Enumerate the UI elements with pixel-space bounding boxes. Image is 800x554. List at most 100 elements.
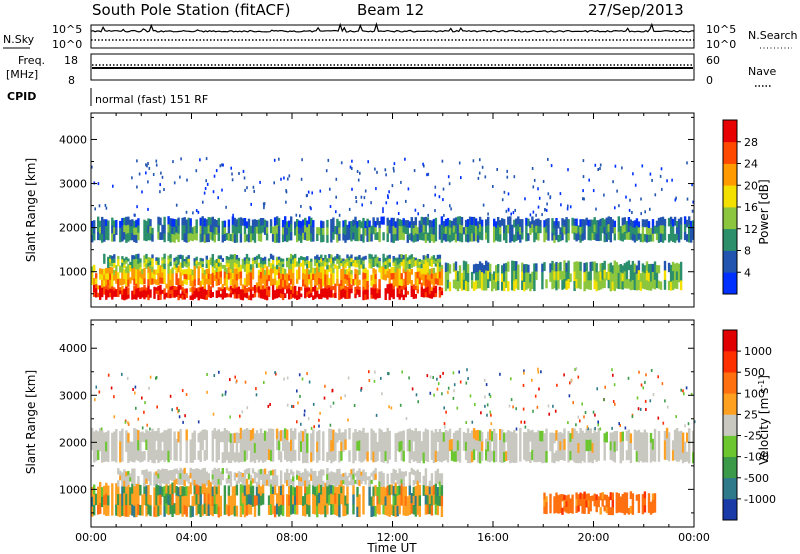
data-cell [394, 452, 397, 462]
data-cell [229, 266, 233, 274]
data-cell [613, 227, 616, 234]
data-cell [225, 263, 229, 268]
data-cell [201, 439, 204, 450]
noise-point [263, 206, 265, 210]
noise-point [523, 371, 525, 375]
data-cell [438, 258, 442, 263]
data-cell [217, 287, 220, 291]
data-cell [189, 505, 192, 518]
data-cell [679, 231, 683, 240]
data-cell [378, 481, 381, 493]
noise-point [474, 403, 476, 406]
data-cell [111, 294, 114, 300]
data-cell [474, 225, 478, 234]
data-cell [167, 474, 170, 480]
data-cell [543, 234, 546, 243]
data-cell [420, 274, 423, 281]
data-cell [625, 221, 629, 228]
data-cell [346, 475, 349, 482]
data-cell [631, 500, 635, 508]
data-cell [277, 259, 281, 264]
data-cell [440, 506, 444, 517]
data-cell [239, 472, 243, 478]
data-cell [352, 232, 355, 240]
data-cell [629, 443, 633, 454]
data-cell [553, 507, 556, 514]
data-cell [446, 451, 450, 463]
data-cell [318, 440, 321, 451]
data-cell [231, 442, 235, 452]
data-cell [571, 225, 574, 234]
noise-point [338, 213, 341, 217]
data-cell [255, 449, 259, 460]
noise-point [98, 204, 101, 208]
data-cell [539, 430, 542, 442]
data-cell [207, 493, 210, 505]
noise-point [155, 163, 158, 167]
data-cell [523, 450, 526, 460]
data-cell [290, 268, 293, 275]
data-cell [527, 439, 530, 451]
data-cell [203, 279, 206, 286]
data-cell [358, 264, 361, 269]
data-cell [388, 268, 391, 275]
data-cell [177, 233, 180, 243]
data-cell [99, 492, 102, 504]
data-cell [153, 294, 156, 299]
data-cell [370, 254, 373, 260]
noise-point [548, 412, 550, 416]
data-cell [237, 286, 241, 291]
data-cell [131, 483, 134, 495]
data-cell [298, 475, 301, 482]
noise-point [429, 391, 432, 395]
data-cell [595, 233, 598, 241]
data-cell [97, 224, 100, 233]
data-cell [302, 256, 305, 261]
data-cell [189, 268, 192, 275]
data-cell [135, 267, 138, 273]
data-cell [201, 290, 204, 295]
data-cell [175, 232, 178, 240]
data-cell [340, 285, 343, 290]
data-cell [402, 493, 405, 505]
data-cell [251, 261, 255, 265]
data-cell [99, 290, 102, 296]
data-cell [173, 219, 176, 228]
data-cell [233, 254, 237, 259]
noise-point [376, 170, 378, 174]
data-cell [587, 428, 590, 441]
data-cell [579, 451, 582, 464]
data-cell [231, 259, 235, 265]
data-cell [410, 439, 413, 450]
data-cell [434, 470, 438, 476]
data-cell [191, 227, 194, 235]
noise-point [614, 164, 617, 168]
data-cell [183, 274, 186, 280]
data-cell [107, 505, 110, 516]
data-cell [589, 280, 592, 290]
data-cell [155, 449, 158, 460]
data-cell [386, 217, 389, 227]
data-cell [376, 260, 379, 264]
data-cell [416, 261, 419, 265]
data-cell [129, 233, 132, 241]
data-cell [366, 432, 369, 443]
data-cell [364, 441, 367, 451]
data-cell [169, 470, 172, 476]
data-cell [428, 494, 432, 505]
data-cell [145, 253, 148, 260]
data-cell [523, 282, 526, 292]
data-cell [281, 258, 285, 262]
data-cell [627, 224, 631, 233]
data-cell [265, 450, 269, 460]
data-cell [448, 428, 452, 441]
data-cell [117, 292, 120, 297]
data-cell [551, 442, 554, 453]
data-cell [607, 279, 610, 289]
data-cell [657, 234, 661, 243]
noise-point [285, 190, 288, 194]
data-cell [404, 254, 407, 260]
data-cell [215, 294, 218, 298]
data-cell [203, 274, 206, 281]
data-cell [217, 272, 220, 279]
